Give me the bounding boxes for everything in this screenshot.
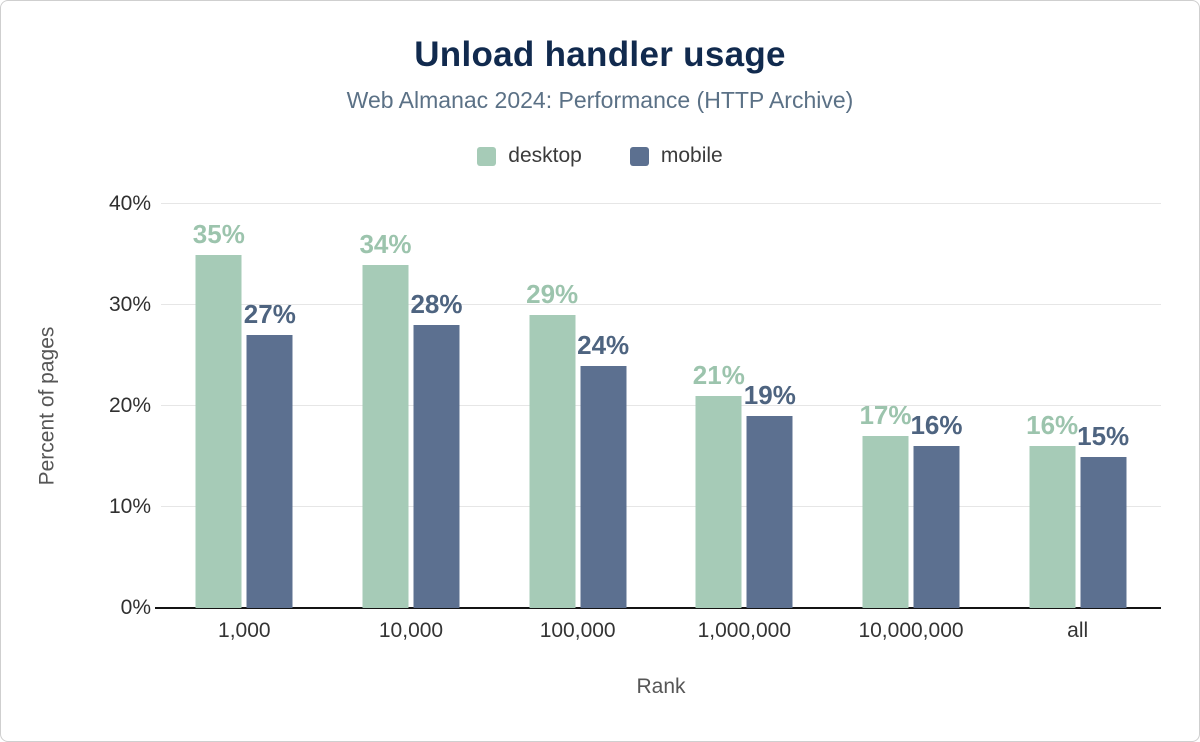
bar-value-label: 21% [692,359,745,390]
bar-mobile[interactable]: 16% [910,410,963,608]
bar-value-label: 15% [1077,420,1130,451]
bar-group: 35% 27% [193,204,296,608]
legend-swatch-desktop [477,146,497,166]
legend-item-desktop[interactable]: desktop [477,144,582,168]
bar-value-label: 27% [243,299,296,330]
bar-value-label: 29% [526,279,579,310]
bar-desktop[interactable]: 29% [526,279,578,608]
bar-value-label: 19% [743,380,796,411]
y-tick-label: 30% [108,293,151,316]
y-tick-label: 20% [108,394,151,417]
bar-group: 34% 28% [359,204,463,608]
x-tick-label: 10,000 [378,619,444,642]
gridline [161,405,1161,406]
gridline [161,304,1161,305]
y-tick-labels: 0% 10% 20% 30% 40% [1,192,151,619]
bar-desktop[interactable]: 34% [359,229,412,608]
bar-desktop[interactable]: 35% [193,219,245,608]
x-tick-label: 10,000,000 [858,619,964,642]
y-tick-label: 40% [108,192,151,215]
bar-mobile[interactable]: 15% [1077,421,1129,608]
bar-value-label: 34% [359,228,412,259]
x-tick-label: all [1067,619,1089,642]
x-tick-label: 1,000,000 [697,619,792,642]
plot-area: 35% 27% 34% 28% 29% 24% 21% 19% 17% 16% 16% 15% [155,203,1161,609]
bar-value-label: 16% [910,410,963,441]
x-axis-line [155,607,1161,609]
x-tick-labels: 1,000 10,000 100,000 1,000,000 10,000,000 all [161,619,1161,647]
bar-mobile[interactable]: 19% [744,380,796,608]
bar-mobile[interactable]: 27% [244,299,296,608]
bar-mobile[interactable]: 24% [577,330,629,608]
bar-desktop[interactable]: 16% [1026,410,1078,608]
legend-item-mobile[interactable]: mobile [629,144,723,168]
gridline [161,203,1161,204]
bar-value-label: 24% [577,329,630,360]
bar-mobile[interactable]: 28% [410,289,463,608]
y-tick-label: 10% [108,495,151,518]
chart-subtitle: Web Almanac 2024: Performance (HTTP Arch… [346,87,854,113]
bar-group: 17% 16% [859,204,963,608]
bar-group: 21% 19% [693,204,796,608]
bar-value-label: 17% [859,400,912,431]
legend-swatch-mobile [629,146,649,166]
bar-desktop[interactable]: 17% [859,400,912,608]
bar-group: 29% 24% [526,204,629,608]
legend: desktop mobile [1,144,1199,168]
bar-value-label: 35% [192,218,245,249]
legend-label: desktop [508,144,582,167]
legend-label: mobile [660,144,723,167]
bar-group: 16% 15% [1026,204,1129,608]
bar-value-label: 16% [1026,410,1079,441]
bar-desktop[interactable]: 21% [693,360,745,608]
y-tick-label: 0% [120,596,151,619]
x-tick-label: 100,000 [539,619,616,642]
x-axis-title: Rank [636,675,686,698]
chart-title: Unload handler usage [414,35,786,74]
x-tick-label: 1,000 [218,619,271,642]
gridline [161,506,1161,507]
bar-value-label: 28% [410,289,463,320]
